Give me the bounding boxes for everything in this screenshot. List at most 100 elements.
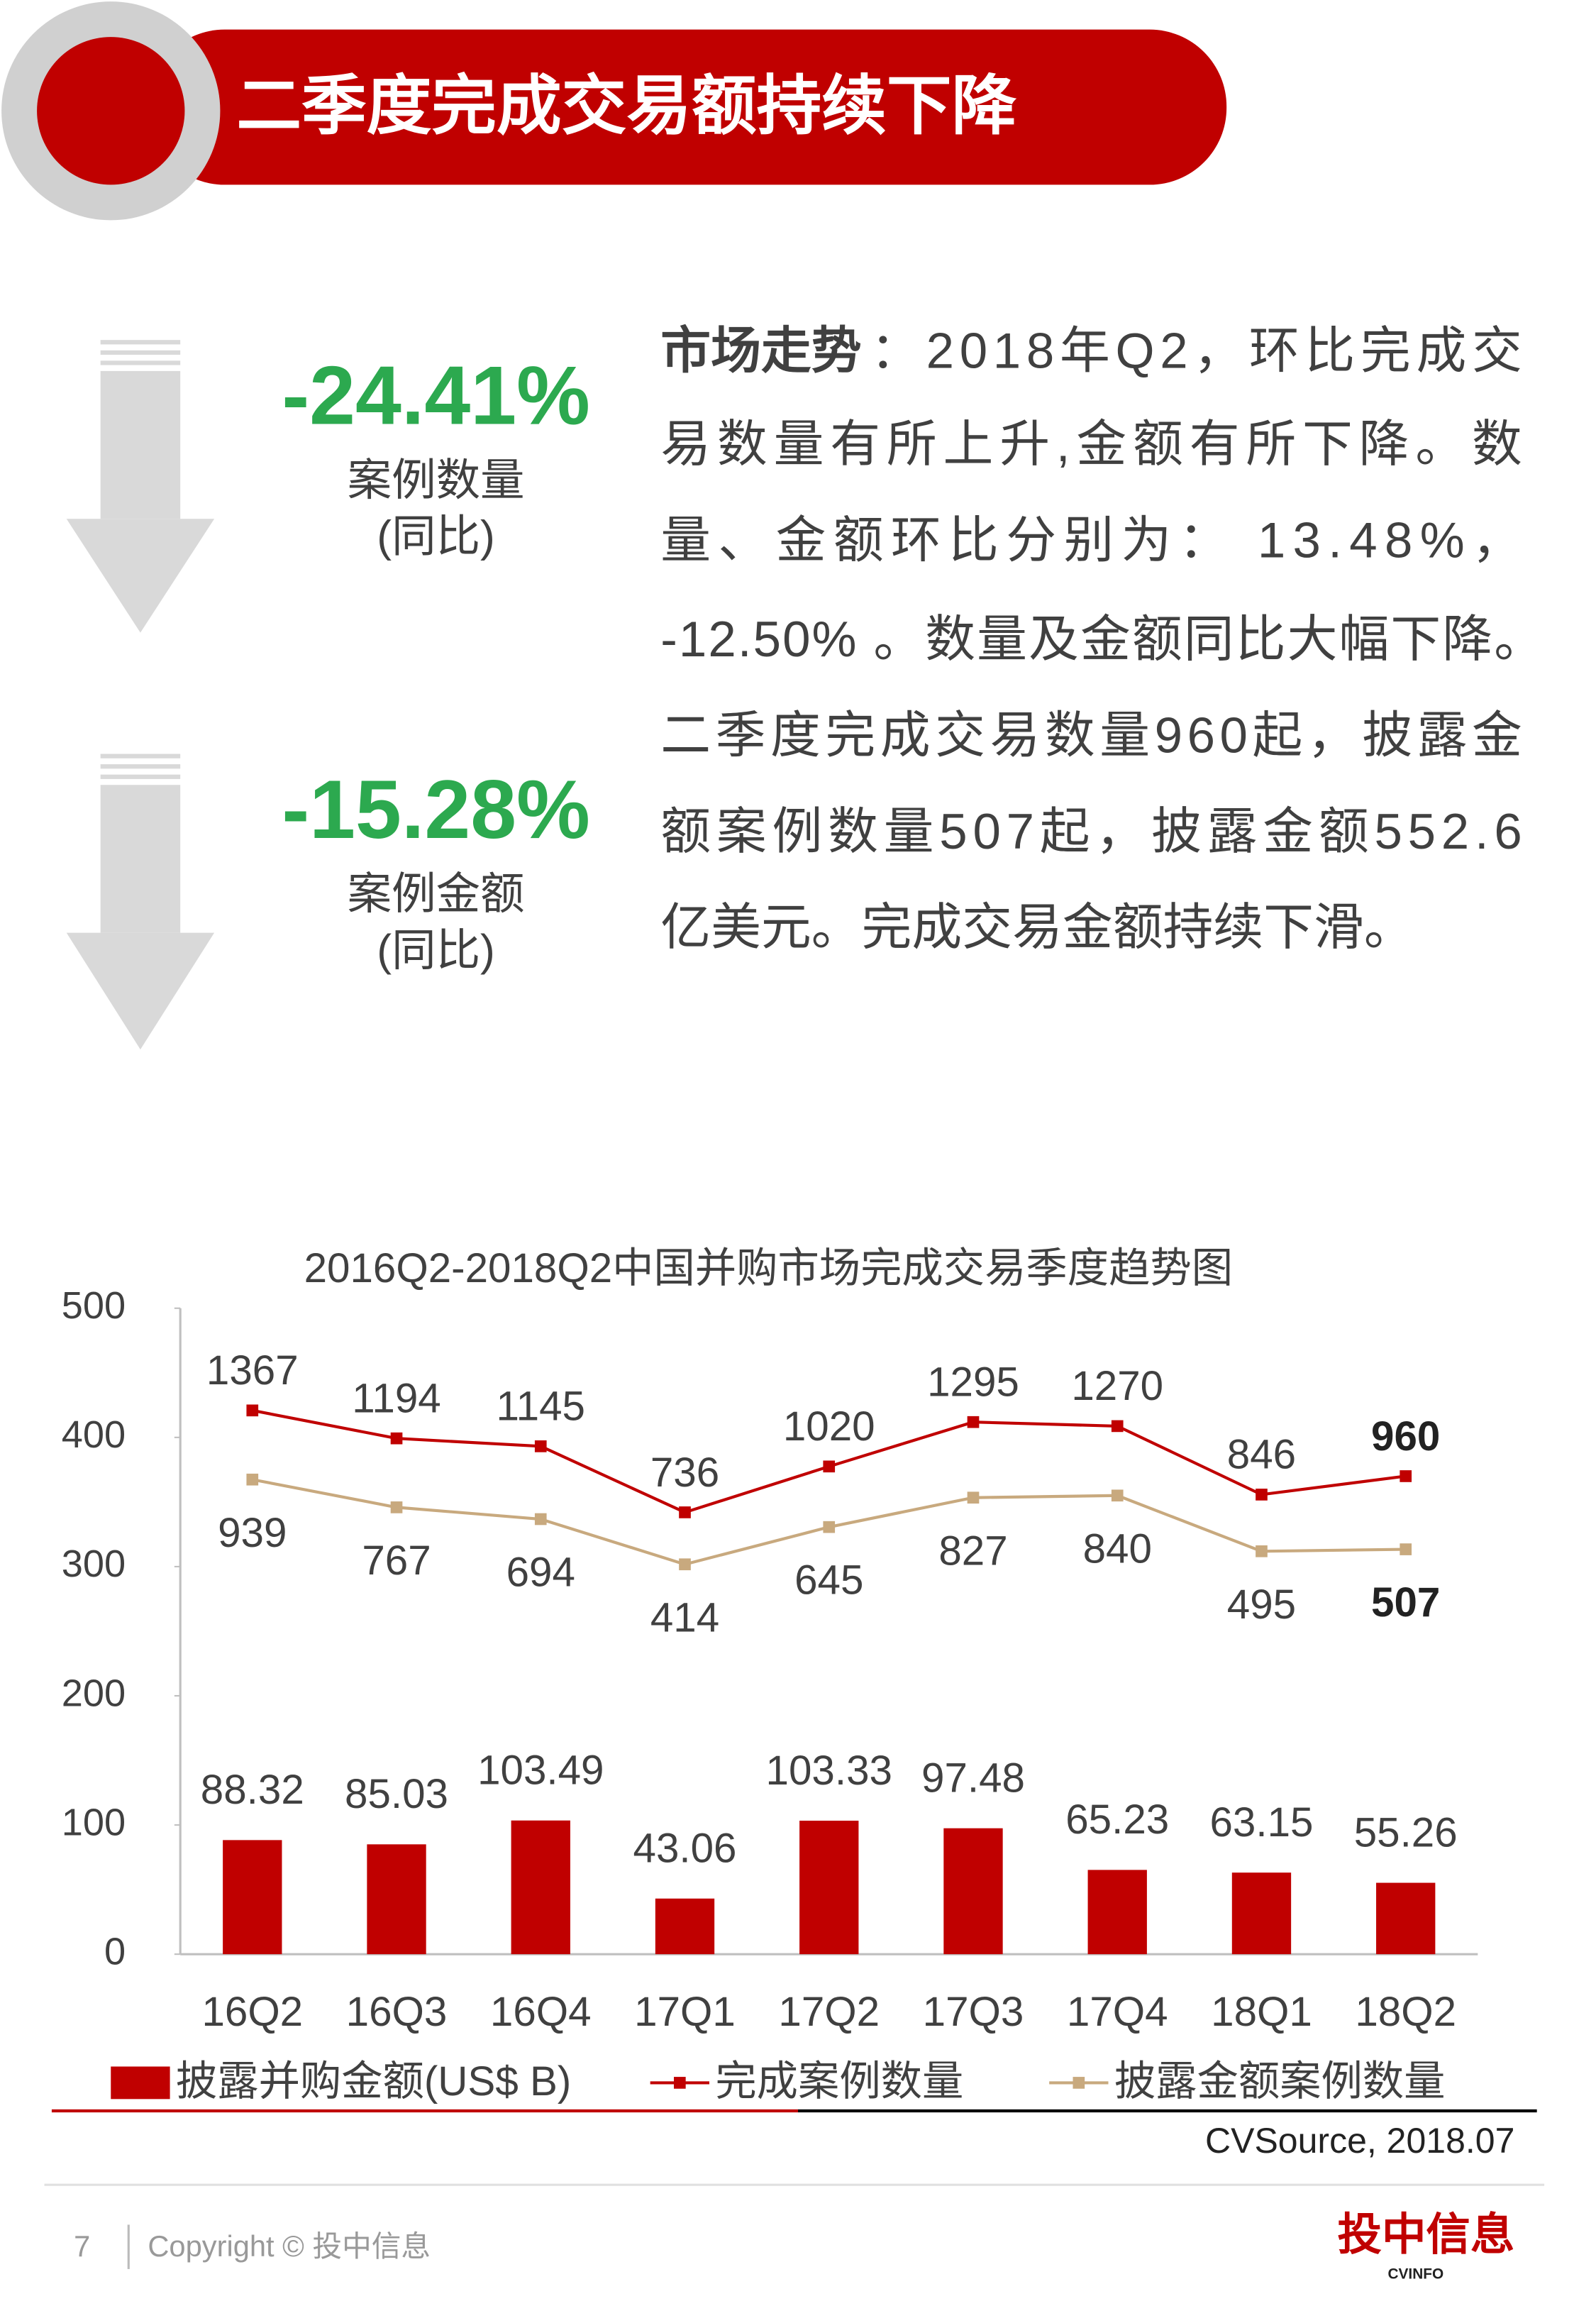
bar — [799, 1821, 859, 1955]
line-marker — [967, 1416, 980, 1428]
line-marker — [1111, 1420, 1124, 1433]
stat-value: -15.28% — [282, 763, 589, 856]
line-marker — [679, 1506, 691, 1518]
bar-value-label: 88.32 — [201, 1767, 304, 1813]
y-tick-label: 200 — [62, 1672, 126, 1714]
legend-label: 披露金额案例数量 — [1114, 2058, 1446, 2104]
bar-value-label: 97.48 — [921, 1755, 1025, 1801]
x-tick-label: 16Q2 — [201, 1989, 303, 2035]
bar — [655, 1898, 715, 1955]
bar — [943, 1828, 1003, 1955]
chart-title: 2016Q2-2018Q2中国并购市场完成交易季度趋势图 — [304, 1245, 1233, 1291]
stat-label: 案例数量 — [348, 456, 525, 505]
y-tick-label: 500 — [62, 1284, 126, 1327]
x-tick-label: 16Q4 — [490, 1989, 592, 2035]
badge — [37, 37, 185, 185]
market-line: ：2018年Q2，环比完成交 — [870, 324, 1522, 380]
bar — [367, 1844, 426, 1955]
legend-label: 披露并购金额(US$ B) — [176, 2058, 571, 2104]
arrow-2 — [66, 754, 215, 1050]
y-tick-label: 100 — [62, 1801, 126, 1843]
line-marker — [1256, 1545, 1268, 1557]
y-tick-label: 300 — [62, 1543, 126, 1585]
line-marker — [390, 1432, 403, 1445]
market-line: 易数量有所上升,金额有所下降。数 — [660, 416, 1522, 473]
bar-value-label: 55.26 — [1354, 1809, 1458, 1855]
market-line: 亿美元。完成交易金额持续下滑。 — [660, 900, 1414, 956]
market-text: ：2018年Q2，环比完成交易数量有所上升,金额有所下降。数量、金额环比分别为：… — [660, 324, 1544, 956]
x-tick-label: 16Q3 — [346, 1989, 448, 2035]
market-line: 量、金额环比分别为： 13.48%， — [660, 512, 1522, 568]
line-value-label: 840 — [1083, 1526, 1152, 1572]
line-value-label: 1145 — [497, 1384, 585, 1430]
line-marker — [823, 1460, 836, 1473]
y-tick-label: 400 — [62, 1413, 126, 1456]
market-line: -12.50% 。数量及金额同比大幅下降。 — [660, 612, 1544, 668]
line-marker — [246, 1473, 259, 1486]
page-number: 7 — [74, 2229, 90, 2263]
line-marker — [1400, 1543, 1412, 1555]
line-marker — [534, 1440, 547, 1452]
bar — [1087, 1870, 1147, 1955]
line-value-label: 939 — [218, 1510, 287, 1556]
line-value-label: 767 — [362, 1538, 431, 1584]
logo-sub: CVINFO — [1387, 2266, 1443, 2283]
stat-value: -24.41% — [282, 348, 589, 441]
x-tick-label: 17Q3 — [923, 1989, 1024, 2035]
bar-value-label: 43.06 — [633, 1826, 737, 1872]
chart: 2016Q2-2018Q2中国并购市场完成交易季度趋势图 0 100 200 300 40… — [51, 1245, 1537, 2161]
legend-marker — [1073, 2077, 1085, 2089]
stat-note: (同比) — [377, 925, 495, 975]
line-value-label: 1194 — [352, 1376, 440, 1422]
chart-source: CVSource, 2018.07 — [1205, 2121, 1514, 2161]
bar — [511, 1820, 570, 1955]
bar — [223, 1840, 282, 1955]
logo: 投中信息 — [1337, 2210, 1514, 2260]
legend-swatch — [111, 2066, 170, 2100]
page-title: 二季度完成交易额持续下降 — [236, 70, 1016, 142]
bar-value-label: 63.15 — [1209, 1799, 1313, 1846]
bar — [1376, 1882, 1436, 1955]
line-marker — [390, 1501, 403, 1513]
line-marker — [1111, 1489, 1124, 1502]
stat-label: 案例金额 — [348, 869, 525, 919]
x-tick-label: 17Q1 — [634, 1989, 736, 2035]
line-marker — [246, 1404, 259, 1417]
line-value-label: 1270 — [1071, 1363, 1163, 1409]
line-value-label: 694 — [506, 1550, 575, 1596]
line-marker — [1400, 1470, 1412, 1482]
stat-note: (同比) — [377, 512, 495, 561]
bar-value-label: 65.23 — [1065, 1797, 1169, 1843]
title-banner — [148, 29, 1227, 185]
line-value-label: 1295 — [927, 1359, 1019, 1406]
line-value-label: 1020 — [783, 1403, 875, 1450]
arrow-1 — [66, 340, 215, 633]
x-tick-label: 18Q2 — [1355, 1989, 1456, 2035]
line-value-label: 507 — [1371, 1579, 1440, 1626]
market-line: 二季度完成交易数量960起，披露金 — [660, 707, 1522, 763]
market-label: 市场走势 — [660, 324, 861, 380]
line-value-label: 1367 — [206, 1347, 299, 1394]
line-marker — [967, 1491, 980, 1504]
bar-value-label: 103.49 — [477, 1747, 604, 1793]
line-value-label: 960 — [1371, 1413, 1440, 1460]
line-marker — [679, 1558, 691, 1571]
bar — [1231, 1872, 1292, 1955]
x-tick-label: 17Q2 — [778, 1989, 880, 2035]
line-marker — [823, 1521, 836, 1533]
legend-marker — [674, 2077, 686, 2089]
line-value-label: 846 — [1227, 1432, 1296, 1478]
line-value-label: 645 — [794, 1557, 863, 1604]
line-value-label: 736 — [650, 1450, 719, 1496]
legend-label: 完成案例数量 — [715, 2058, 963, 2104]
line-value-label: 414 — [650, 1594, 719, 1640]
market-line: 额案例数量507起，披露金额552.6 — [660, 804, 1522, 860]
y-tick-label: 0 — [104, 1930, 126, 1973]
bar-value-label: 103.33 — [766, 1748, 892, 1794]
x-tick-label: 17Q4 — [1067, 1989, 1168, 2035]
copyright: Copyright © 投中信息 — [148, 2229, 431, 2263]
line-marker — [534, 1513, 547, 1526]
line-value-label: 495 — [1227, 1582, 1296, 1628]
line-value-label: 827 — [938, 1528, 1007, 1574]
